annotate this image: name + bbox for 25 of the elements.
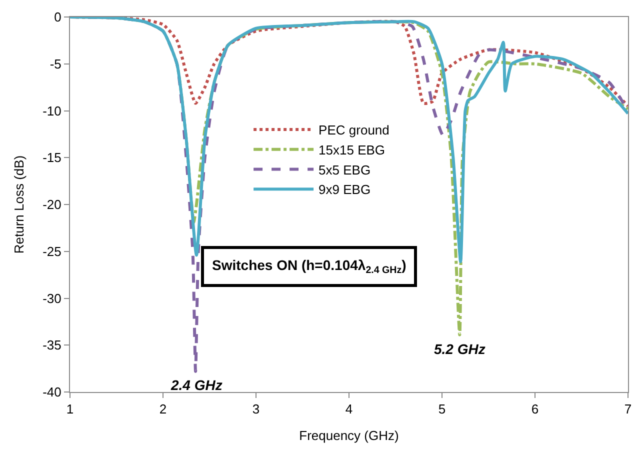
y-tick-label: -35 xyxy=(42,338,62,353)
annotation: 5.2 GHz xyxy=(434,341,486,357)
y-tick-label: -5 xyxy=(50,56,62,72)
x-tick-label: 5 xyxy=(438,402,446,417)
x-tick-label: 4 xyxy=(345,402,353,417)
annotation: 2.4 GHz xyxy=(170,377,222,393)
y-axis-title: Return Loss (dB) xyxy=(12,155,27,254)
legend-label: 15x15 EBG xyxy=(318,142,386,158)
y-tick-label: -20 xyxy=(42,197,62,212)
legend-label: PEC ground xyxy=(318,122,390,138)
x-tick-label: 7 xyxy=(624,402,632,417)
x-axis-title: Frequency (GHz) xyxy=(299,428,399,444)
legend-label: 9x9 EBG xyxy=(318,182,371,198)
y-tick-label: -10 xyxy=(42,103,62,118)
annotation: Switches ON (h=0.104λ$_{2.4 GHz}$) xyxy=(212,257,406,276)
x-tick-label: 2 xyxy=(159,402,167,417)
legend-label: 5x5 EBG xyxy=(318,162,371,178)
x-tick-label: 1 xyxy=(66,402,74,417)
y-tick-label: -15 xyxy=(42,150,62,166)
y-tick-label: -40 xyxy=(42,384,62,400)
y-tick-label: -30 xyxy=(42,290,62,306)
y-tick-label: 0 xyxy=(54,10,62,25)
x-tick-label: 3 xyxy=(252,402,260,417)
x-tick-label: 6 xyxy=(531,402,539,417)
y-tick-label: -25 xyxy=(42,244,62,259)
